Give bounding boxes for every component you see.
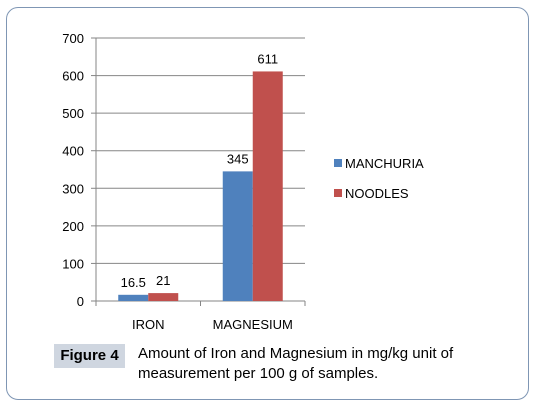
y-tick-label: 400 (62, 144, 84, 159)
y-tick-label: 200 (62, 219, 84, 234)
data-label-manchuria-iron: 16.5 (121, 275, 146, 290)
data-label-noodles-magnesium: 611 (257, 51, 278, 66)
legend-label-manchuria: MANCHURIA (345, 156, 424, 171)
legend-swatch-manchuria (334, 159, 342, 167)
legend-swatch-noodles (334, 189, 342, 197)
y-tick-label: 700 (62, 31, 84, 46)
caption-text: Amount of Iron and Magnesium in mg/kg un… (138, 345, 454, 382)
figure-number-badge: Figure 4 (54, 344, 125, 368)
data-label-noodles-iron: 21 (156, 273, 170, 288)
y-tick-label: 0 (77, 294, 84, 309)
y-tick-label: 300 (62, 181, 84, 196)
y-tick-label: 500 (62, 106, 84, 121)
category-label-magnesium: MAGNESIUM (213, 317, 293, 332)
bars (118, 71, 283, 301)
legend: MANCHURIA NOODLES (334, 156, 424, 201)
data-label-manchuria-magnesium: 345 (227, 151, 249, 166)
bar-manchuria-iron (118, 294, 149, 301)
category-label-iron: IRON (132, 317, 165, 332)
legend-label-noodles: NOODLES (345, 186, 409, 201)
y-tick-label: 600 (62, 69, 84, 84)
y-tick-label: 100 (62, 256, 84, 271)
bar-manchuria-magnesium (222, 171, 253, 301)
bar-chart: 0 100 200 300 400 500 600 700 16.5 21 345 611 IRON… (62, 31, 424, 332)
data-labels: 16.5 21 345 611 (121, 51, 279, 289)
bar-noodles-magnesium (252, 71, 283, 301)
bar-noodles-iron (148, 293, 179, 301)
category-labels: IRON MAGNESIUM (132, 317, 293, 332)
y-axis-ticks: 0 100 200 300 400 500 600 700 (62, 31, 96, 309)
